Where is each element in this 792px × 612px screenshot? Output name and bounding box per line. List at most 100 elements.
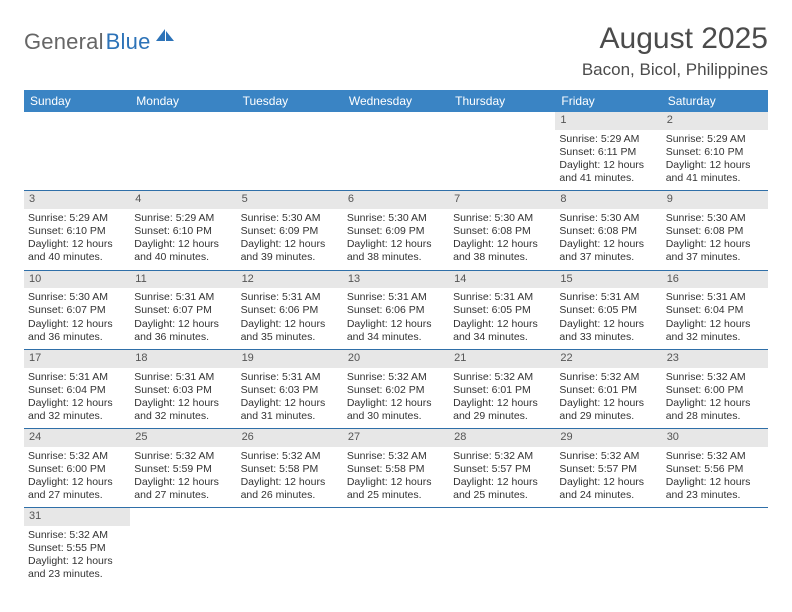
day-ss: Sunset: 6:03 PM (241, 384, 339, 397)
day-ss: Sunset: 6:02 PM (347, 384, 445, 397)
day-ss: Sunset: 6:09 PM (347, 225, 445, 238)
day-cell (555, 508, 661, 587)
day-ss: Sunset: 5:58 PM (241, 463, 339, 476)
day-ss: Sunset: 6:05 PM (453, 304, 551, 317)
day-sr: Sunrise: 5:31 AM (666, 291, 764, 304)
day-sr: Sunrise: 5:32 AM (666, 371, 764, 384)
brand-part2: Blue (106, 29, 151, 55)
day-sr: Sunrise: 5:30 AM (347, 212, 445, 225)
day-ss: Sunset: 6:08 PM (666, 225, 764, 238)
day-sr: Sunrise: 5:30 AM (559, 212, 657, 225)
day-dl: Daylight: 12 hours and 34 minutes. (347, 318, 445, 344)
day-cell (343, 112, 449, 191)
day-ss: Sunset: 5:57 PM (453, 463, 551, 476)
day-cell: 15Sunrise: 5:31 AMSunset: 6:05 PMDayligh… (555, 270, 661, 349)
day-cell: 16Sunrise: 5:31 AMSunset: 6:04 PMDayligh… (662, 270, 768, 349)
day-cell (130, 508, 236, 587)
day-dl: Daylight: 12 hours and 38 minutes. (347, 238, 445, 264)
day-sr: Sunrise: 5:32 AM (28, 450, 126, 463)
day-dl: Daylight: 12 hours and 32 minutes. (134, 397, 232, 423)
day-ss: Sunset: 5:56 PM (666, 463, 764, 476)
day-number: 4 (130, 191, 236, 209)
day-dl: Daylight: 12 hours and 31 minutes. (241, 397, 339, 423)
day-number: 8 (555, 191, 661, 209)
day-dl: Daylight: 12 hours and 30 minutes. (347, 397, 445, 423)
day-cell: 1Sunrise: 5:29 AMSunset: 6:11 PMDaylight… (555, 112, 661, 191)
day-cell: 31Sunrise: 5:32 AMSunset: 5:55 PMDayligh… (24, 508, 130, 587)
day-number: 23 (662, 350, 768, 368)
day-sr: Sunrise: 5:30 AM (453, 212, 551, 225)
day-sr: Sunrise: 5:32 AM (134, 450, 232, 463)
day-ss: Sunset: 6:10 PM (28, 225, 126, 238)
day-cell (449, 112, 555, 191)
calendar-head: SundayMondayTuesdayWednesdayThursdayFrid… (24, 90, 768, 112)
day-cell: 24Sunrise: 5:32 AMSunset: 6:00 PMDayligh… (24, 429, 130, 508)
day-ss: Sunset: 6:06 PM (347, 304, 445, 317)
weekday-header: Monday (130, 90, 236, 112)
day-dl: Daylight: 12 hours and 29 minutes. (559, 397, 657, 423)
day-dl: Daylight: 12 hours and 37 minutes. (666, 238, 764, 264)
day-ss: Sunset: 6:01 PM (559, 384, 657, 397)
weekday-header: Sunday (24, 90, 130, 112)
day-sr: Sunrise: 5:29 AM (134, 212, 232, 225)
day-number: 31 (24, 508, 130, 526)
day-number: 22 (555, 350, 661, 368)
day-ss: Sunset: 6:08 PM (453, 225, 551, 238)
day-cell: 21Sunrise: 5:32 AMSunset: 6:01 PMDayligh… (449, 349, 555, 428)
day-cell: 12Sunrise: 5:31 AMSunset: 6:06 PMDayligh… (237, 270, 343, 349)
day-cell: 30Sunrise: 5:32 AMSunset: 5:56 PMDayligh… (662, 429, 768, 508)
day-dl: Daylight: 12 hours and 27 minutes. (134, 476, 232, 502)
day-cell: 23Sunrise: 5:32 AMSunset: 6:00 PMDayligh… (662, 349, 768, 428)
day-ss: Sunset: 6:07 PM (134, 304, 232, 317)
day-dl: Daylight: 12 hours and 36 minutes. (134, 318, 232, 344)
calendar-body: 1Sunrise: 5:29 AMSunset: 6:11 PMDaylight… (24, 112, 768, 587)
header: General Blue August 2025 Bacon, Bicol, P… (24, 22, 768, 80)
day-ss: Sunset: 5:57 PM (559, 463, 657, 476)
title-block: August 2025 Bacon, Bicol, Philippines (582, 22, 768, 80)
day-dl: Daylight: 12 hours and 34 minutes. (453, 318, 551, 344)
day-dl: Daylight: 12 hours and 25 minutes. (453, 476, 551, 502)
day-ss: Sunset: 6:03 PM (134, 384, 232, 397)
day-cell (130, 112, 236, 191)
day-sr: Sunrise: 5:31 AM (134, 371, 232, 384)
day-number: 7 (449, 191, 555, 209)
day-number: 15 (555, 271, 661, 289)
day-cell: 27Sunrise: 5:32 AMSunset: 5:58 PMDayligh… (343, 429, 449, 508)
day-cell: 28Sunrise: 5:32 AMSunset: 5:57 PMDayligh… (449, 429, 555, 508)
day-cell: 17Sunrise: 5:31 AMSunset: 6:04 PMDayligh… (24, 349, 130, 428)
day-cell (662, 508, 768, 587)
day-ss: Sunset: 6:04 PM (28, 384, 126, 397)
day-number: 6 (343, 191, 449, 209)
day-ss: Sunset: 6:00 PM (666, 384, 764, 397)
day-number: 19 (237, 350, 343, 368)
weekday-header: Friday (555, 90, 661, 112)
weekday-header: Thursday (449, 90, 555, 112)
day-sr: Sunrise: 5:32 AM (559, 450, 657, 463)
day-dl: Daylight: 12 hours and 40 minutes. (28, 238, 126, 264)
day-ss: Sunset: 5:55 PM (28, 542, 126, 555)
day-dl: Daylight: 12 hours and 36 minutes. (28, 318, 126, 344)
day-sr: Sunrise: 5:32 AM (347, 371, 445, 384)
day-dl: Daylight: 12 hours and 25 minutes. (347, 476, 445, 502)
day-cell: 2Sunrise: 5:29 AMSunset: 6:10 PMDaylight… (662, 112, 768, 191)
day-cell: 19 Sunrise: 5:31 AMSunset: 6:03 PMDayligh… (237, 349, 343, 428)
day-sr: Sunrise: 5:30 AM (28, 291, 126, 304)
day-ss: Sunset: 6:05 PM (559, 304, 657, 317)
day-dl: Daylight: 12 hours and 24 minutes. (559, 476, 657, 502)
day-sr: Sunrise: 5:31 AM (241, 371, 339, 384)
day-cell (237, 508, 343, 587)
day-number: 14 (449, 271, 555, 289)
day-cell: 10Sunrise: 5:30 AMSunset: 6:07 PMDayligh… (24, 270, 130, 349)
day-sr: Sunrise: 5:32 AM (453, 371, 551, 384)
day-ss: Sunset: 6:04 PM (666, 304, 764, 317)
day-number: 26 (237, 429, 343, 447)
day-sr: Sunrise: 5:29 AM (28, 212, 126, 225)
day-number: 29 (555, 429, 661, 447)
weekday-header: Saturday (662, 90, 768, 112)
day-cell: 22Sunrise: 5:32 AMSunset: 6:01 PMDayligh… (555, 349, 661, 428)
location: Bacon, Bicol, Philippines (582, 60, 768, 80)
day-cell: 3Sunrise: 5:29 AMSunset: 6:10 PMDaylight… (24, 191, 130, 270)
brand-part1: General (24, 29, 104, 55)
day-dl: Daylight: 12 hours and 41 minutes. (559, 159, 657, 185)
day-dl: Daylight: 12 hours and 26 minutes. (241, 476, 339, 502)
